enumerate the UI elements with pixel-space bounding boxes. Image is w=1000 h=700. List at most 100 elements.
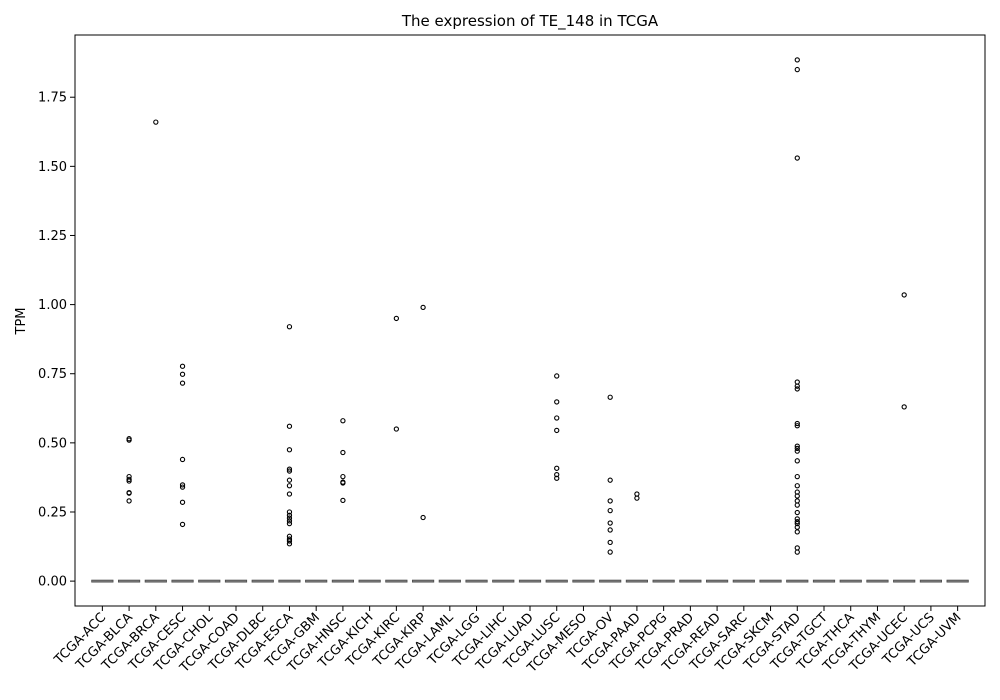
outlier-point <box>634 495 640 501</box>
y-tick-label: 0.75 <box>38 367 67 382</box>
outlier-point <box>340 449 346 456</box>
outlier-point <box>607 498 613 504</box>
box-tcga-dlbc <box>251 579 274 583</box>
outlier-point <box>179 371 186 377</box>
box-tcga-pcpg <box>652 579 675 583</box>
outlier-point <box>794 66 800 73</box>
outlier-point <box>126 437 132 443</box>
box-tcga-lusc <box>545 579 568 583</box>
y-tick-label: 0.25 <box>38 505 67 520</box>
outlier-point <box>393 315 400 322</box>
outlier-point <box>794 549 800 555</box>
outlier-point <box>286 520 293 527</box>
outlier-point <box>179 363 186 369</box>
box-tcga-esca <box>278 579 301 583</box>
box-tcga-coad <box>224 579 248 583</box>
outlier-point <box>286 491 293 497</box>
outlier-point <box>794 502 800 508</box>
outlier-point <box>607 527 613 533</box>
outlier-point <box>554 475 560 481</box>
outlier-point <box>286 483 293 489</box>
box-tcga-lgg <box>465 579 488 583</box>
outlier-point <box>794 498 800 504</box>
outlier-point <box>286 515 293 521</box>
box-tcga-skcm <box>759 579 782 583</box>
outlier-point <box>794 483 800 489</box>
outlier-point <box>286 541 293 547</box>
outlier-point <box>794 545 800 551</box>
outlier-point <box>179 482 186 488</box>
outlier-point <box>794 529 800 535</box>
x-axis: TCGA-ACCTCGA-BLCATCGA-BRCATCGA-CESCTCGA-… <box>51 606 964 676</box>
box-tcga-meso <box>572 579 595 583</box>
box-tcga-lihc <box>492 579 515 583</box>
y-tick-label: 1.50 <box>38 160 67 175</box>
y-tick-label: 1.75 <box>38 91 67 106</box>
outlier-point <box>794 448 800 454</box>
outlier-point <box>126 478 132 484</box>
outlier-point <box>126 498 132 504</box>
y-tick-label: 0.50 <box>38 436 67 451</box>
outlier-point <box>901 292 907 298</box>
outlier-point <box>607 394 613 400</box>
box-tcga-ucec <box>893 579 916 583</box>
box-tcga-uvm <box>946 579 969 583</box>
box-tcga-hnsc <box>331 579 354 583</box>
outlier-point <box>420 514 426 521</box>
box-tcga-tgct <box>812 579 836 583</box>
outlier-point <box>794 520 800 527</box>
outlier-point <box>607 477 613 483</box>
outlier-point <box>340 418 346 424</box>
box-tcga-gbm <box>305 579 328 583</box>
box-tcga-ov <box>599 579 622 583</box>
box-tcga-ucs <box>919 579 943 583</box>
box-tcga-kirc <box>385 579 408 583</box>
outlier-point <box>179 456 186 463</box>
plot-area <box>91 57 969 583</box>
outlier-point <box>901 404 907 410</box>
outlier-point <box>794 443 800 449</box>
box-tcga-thca <box>839 579 862 583</box>
outlier-point <box>420 304 426 311</box>
outlier-point <box>634 491 640 497</box>
box-tcga-paad <box>625 579 649 583</box>
box-tcga-cesc <box>171 579 194 583</box>
outlier-point <box>179 521 186 528</box>
box-tcga-prad <box>679 579 702 583</box>
outlier-point <box>340 473 346 480</box>
outlier-point <box>286 518 293 524</box>
y-tick-label: 1.00 <box>38 298 67 313</box>
box-tcga-chol <box>198 579 221 583</box>
outlier-point <box>179 484 186 490</box>
outlier-point <box>554 465 560 471</box>
box-tcga-stad <box>786 579 809 583</box>
outlier-point <box>286 512 293 518</box>
outlier-point <box>794 493 800 499</box>
outlier-point <box>393 426 400 432</box>
outlier-point <box>794 383 800 389</box>
outlier-point <box>607 549 613 555</box>
outlier-point <box>340 497 346 504</box>
box-tcga-thym <box>866 579 889 583</box>
outlier-point <box>607 539 613 546</box>
y-axis-label: TPM <box>14 308 29 336</box>
outlier-point <box>179 499 186 505</box>
box-tcga-read <box>706 579 729 583</box>
outlier-point <box>554 472 560 478</box>
outlier-point <box>794 155 800 161</box>
plot-frame <box>74 34 986 607</box>
box-tcga-kich <box>358 579 381 583</box>
outlier-point <box>286 423 293 429</box>
outlier-point <box>554 427 560 434</box>
outlier-point <box>794 379 800 385</box>
outlier-point <box>554 373 560 379</box>
y-tick-label: 0.00 <box>38 575 67 590</box>
outlier-point <box>554 415 560 421</box>
outlier-point <box>153 119 159 125</box>
box-tcga-luad <box>518 579 542 583</box>
outlier-point <box>607 507 613 514</box>
outlier-point <box>794 423 800 429</box>
chart-title: The expression of TE_148 in TCGA <box>401 12 659 31</box>
outlier-point <box>607 520 613 526</box>
